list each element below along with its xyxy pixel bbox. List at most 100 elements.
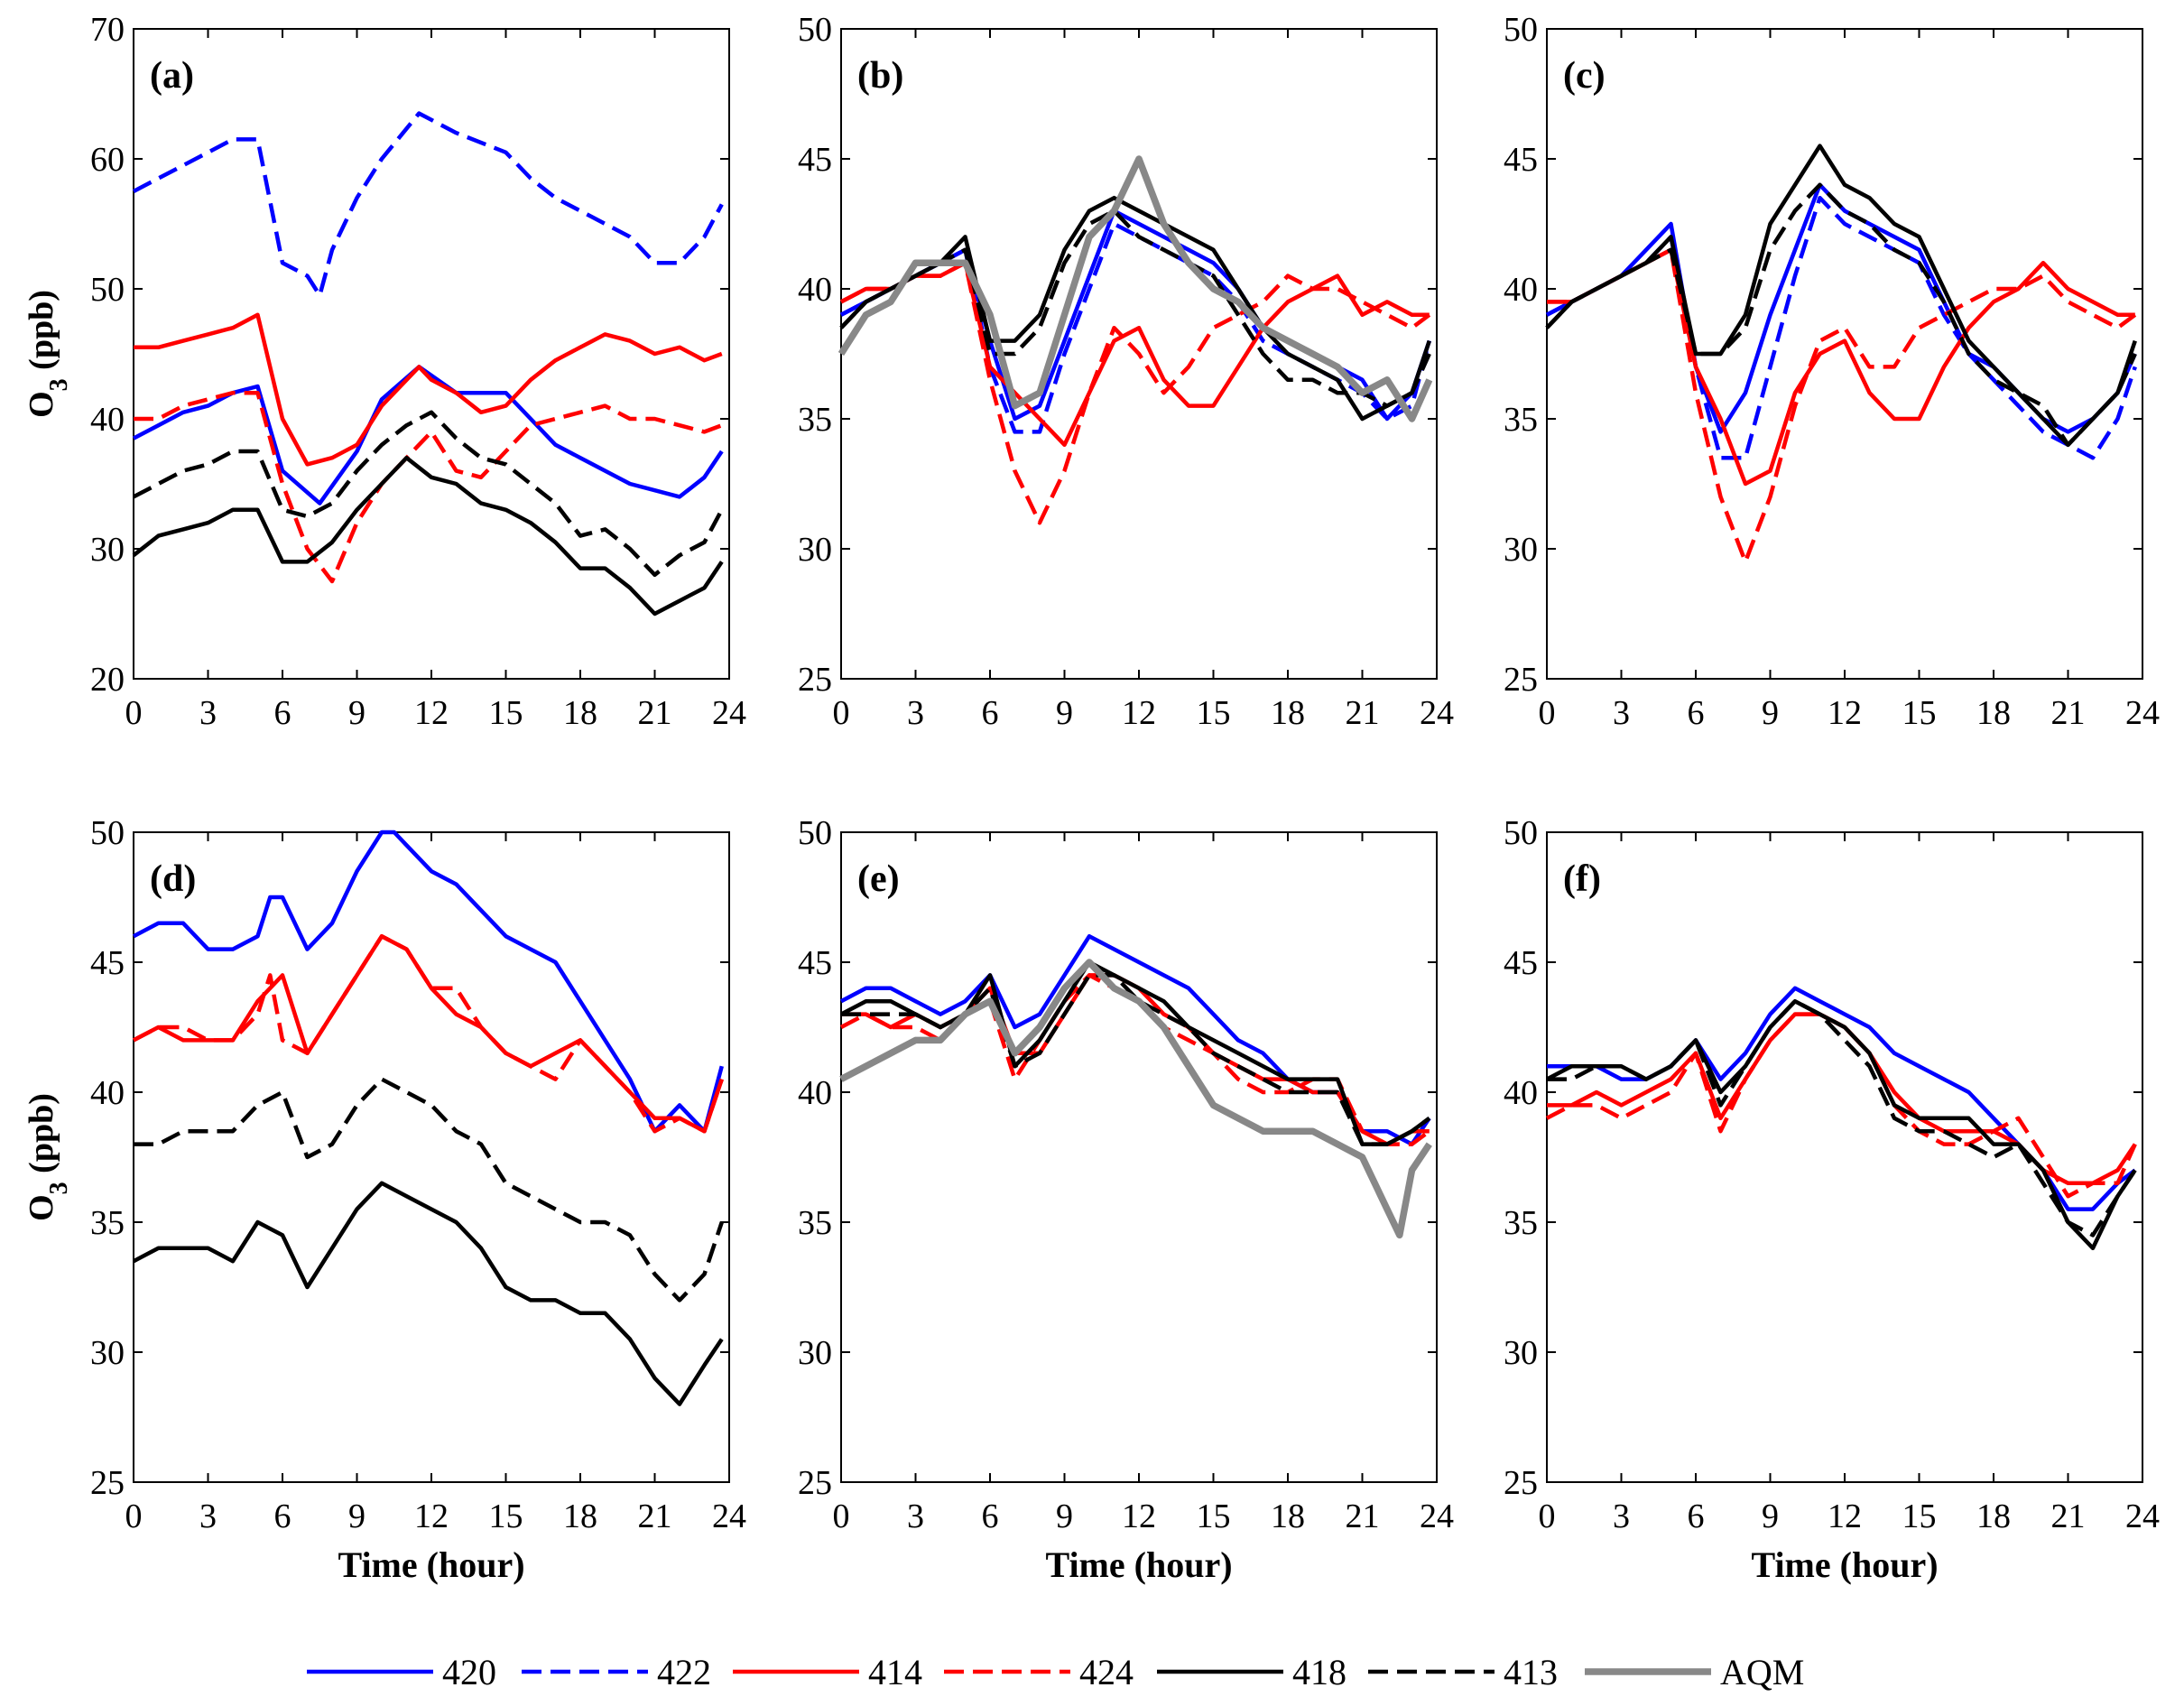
panel-e: 0 3 6 9 12 15 18 21 24 25 30 35 40 45 50 (e) Time (hour) <box>798 814 1454 1585</box>
y-tick-label: 35 <box>1504 401 1538 439</box>
x-tick-label: 12 <box>414 694 449 732</box>
y-tick-label: 20 <box>90 661 125 699</box>
axes-frame <box>840 831 1438 1483</box>
y-tick-label: 35 <box>798 1204 832 1242</box>
panel-f: 0 3 6 9 12 15 18 21 24 25 30 35 40 45 50 (f) Time (hour) <box>1504 814 2160 1585</box>
y-tick-label: 30 <box>90 531 125 569</box>
series-line-413 <box>1547 998 2137 1238</box>
y-tick-label: 40 <box>1504 1074 1538 1112</box>
y-tick-label: 25 <box>1504 661 1538 699</box>
panel-label: (e) <box>857 858 900 900</box>
x-tick-label: 18 <box>1976 1497 2011 1535</box>
x-tick-label: 12 <box>414 1497 449 1535</box>
x-tick-label: 6 <box>982 694 999 732</box>
legend-label: 420 <box>442 1652 496 1692</box>
x-tick-label: 15 <box>489 694 523 732</box>
x-axis-label: Time (hour) <box>338 1544 524 1585</box>
series-line-414 <box>1547 1012 2137 1186</box>
y-tick-label: 50 <box>90 814 125 852</box>
series-line-418 <box>1545 144 2137 448</box>
y-tick-label: 30 <box>798 1334 832 1372</box>
series-line-414 <box>134 312 723 467</box>
x-tick-label: 24 <box>712 1497 746 1535</box>
x-tick-label: 6 <box>1688 1497 1705 1535</box>
series-line-413 <box>134 1077 724 1303</box>
series-line-414 <box>1547 247 2135 487</box>
y-axis-label: O3 (ppb) <box>23 290 73 418</box>
y-tick-label: 30 <box>798 531 832 569</box>
x-tick-label: 3 <box>1613 1497 1630 1535</box>
series-line-418 <box>132 455 724 617</box>
panel-d: 0 3 6 9 12 15 18 21 24 25 30 35 40 45 50 (d) O3 (ppb) Tim… <box>23 814 746 1585</box>
legend-label: 422 <box>657 1652 711 1692</box>
x-tick-label: 3 <box>907 1497 924 1535</box>
series-line-424 <box>1547 247 2137 564</box>
y-tick-label: 50 <box>1504 814 1538 852</box>
y-tick-label: 45 <box>1504 944 1538 982</box>
panel-a: 0 3 6 9 12 15 18 21 24 20 30 40 50 60 70 (a) O3 (ppb) <box>23 11 746 732</box>
x-tick-label: 12 <box>1828 694 1862 732</box>
legend-item-422: 422 <box>522 1652 711 1692</box>
x-tick-label: 0 <box>1539 694 1556 732</box>
panel-c: 0 3 6 9 12 15 18 21 24 25 30 35 40 45 50 (c) <box>1504 11 2160 732</box>
x-tick-label: 15 <box>489 1497 523 1535</box>
x-axis-label: Time (hour) <box>1751 1544 1938 1585</box>
y-tick-label: 40 <box>90 1074 125 1112</box>
legend-item-418: 418 <box>1157 1652 1346 1692</box>
series-line-424 <box>132 933 724 1134</box>
legend-item-AQM: AQM <box>1585 1652 1804 1692</box>
x-tick-label: 18 <box>1271 694 1305 732</box>
x-tick-label: 12 <box>1828 1497 1862 1535</box>
y-tick-label: 50 <box>798 814 832 852</box>
series-line-422 <box>1545 195 2137 460</box>
x-tick-label: 21 <box>2051 1497 2086 1535</box>
x-tick-label: 9 <box>1762 694 1779 732</box>
legend-item-420: 420 <box>307 1652 496 1692</box>
series-line-413 <box>132 410 724 578</box>
x-tick-label: 24 <box>712 694 746 732</box>
x-tick-label: 18 <box>563 694 597 732</box>
legend-label: AQM <box>1720 1652 1804 1692</box>
y-tick-label: 25 <box>90 1464 125 1502</box>
y-tick-label: 40 <box>90 401 125 439</box>
x-tick-label: 21 <box>1346 1497 1380 1535</box>
y-tick-label: 25 <box>798 661 832 699</box>
panel-label: (f) <box>1563 858 1601 900</box>
legend: 420 422 414 424 418 413 AQM <box>307 1652 1804 1692</box>
x-tick-label: 0 <box>125 694 143 732</box>
x-tick-label: 18 <box>563 1497 597 1535</box>
y-tick-label: 50 <box>798 11 832 49</box>
x-tick-label: 12 <box>1122 1497 1156 1535</box>
series-line-422 <box>132 111 724 298</box>
series-line-413 <box>1545 182 2137 448</box>
x-tick-label: 9 <box>1762 1497 1779 1535</box>
y-tick-label: 45 <box>798 141 832 179</box>
x-axis-label: Time (hour) <box>1045 1544 1232 1585</box>
x-tick-label: 18 <box>1976 694 2011 732</box>
y-tick-label: 40 <box>1504 271 1538 309</box>
series-line-AQM <box>839 959 1432 1239</box>
axes-frame <box>1546 831 2143 1483</box>
x-tick-label: 9 <box>348 694 366 732</box>
axes-frame <box>133 831 730 1483</box>
legend-label: 418 <box>1292 1652 1346 1692</box>
legend-label: 424 <box>1079 1652 1134 1692</box>
y-tick-label: 40 <box>798 271 832 309</box>
x-tick-label: 0 <box>833 1497 850 1535</box>
panel-label: (d) <box>150 858 196 900</box>
x-tick-label: 15 <box>1197 1497 1231 1535</box>
x-tick-label: 21 <box>2051 694 2086 732</box>
series-line-418 <box>132 1181 724 1406</box>
x-tick-label: 3 <box>199 1497 217 1535</box>
y-tick-label: 45 <box>798 944 832 982</box>
y-tick-label: 25 <box>1504 1464 1538 1502</box>
x-tick-label: 21 <box>638 694 672 732</box>
panel-label: (b) <box>857 55 903 97</box>
panel-label: (c) <box>1563 55 1606 97</box>
x-tick-label: 15 <box>1902 694 1937 732</box>
x-tick-label: 24 <box>1420 1497 1454 1535</box>
x-tick-label: 15 <box>1197 694 1231 732</box>
series-line-413 <box>839 209 1431 408</box>
y-tick-label: 35 <box>1504 1204 1538 1242</box>
